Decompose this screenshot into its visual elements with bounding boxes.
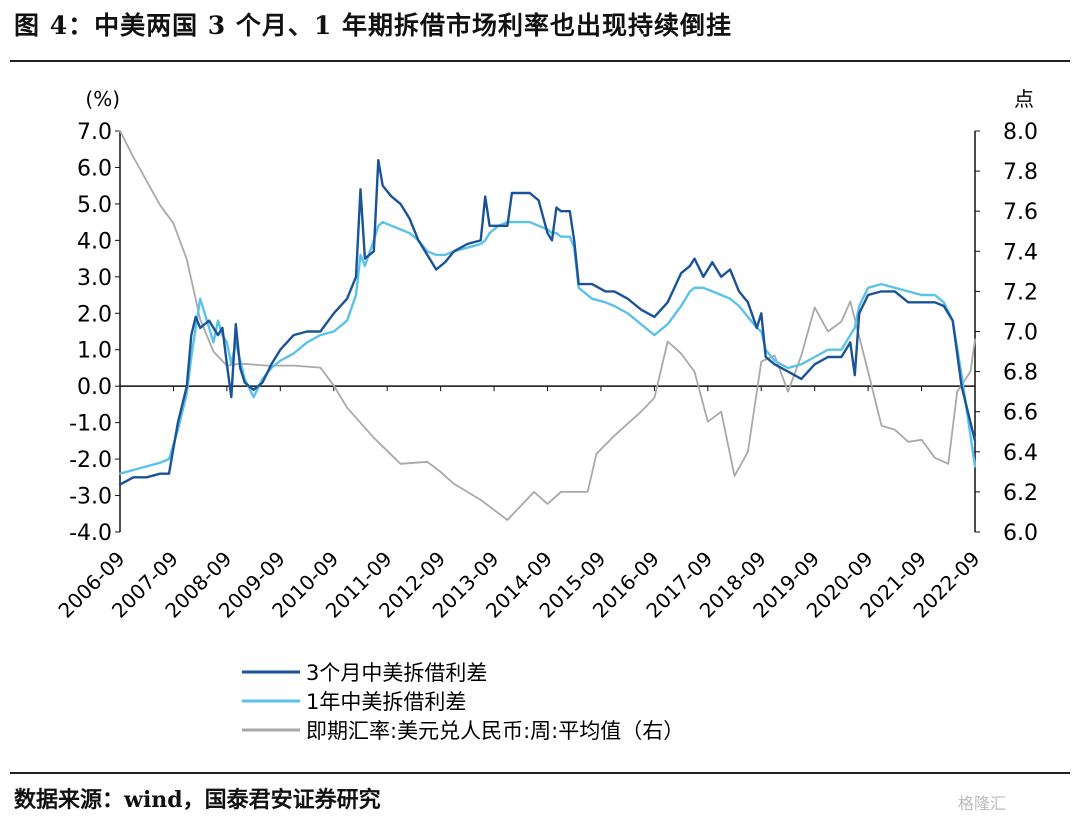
right-axis-tick-label: 8.0: [1003, 120, 1038, 145]
left-axis-tick-label: 1.0: [77, 339, 112, 364]
chart-svg: (%) 点 -4.0 -3.0 -2.0 -1.0 0.0 1.0 2.0 3.0 4.0 5.0…: [53, 87, 1038, 743]
figure-title: 图 4：中美两国 3 个月、1 年期拆借市场利率也出现持续倒挂: [14, 11, 733, 40]
series-line-usdcny-fx: [119, 130, 976, 521]
left-axis-tick-label: 3.0: [77, 266, 112, 291]
title-rule: [10, 60, 1070, 62]
left-axis-tick-label: -3.0: [69, 485, 112, 510]
source-note: 数据来源：wind，国泰君安证券研究: [14, 787, 381, 813]
legend-label-usdcny-fx: 即期汇率:美元兑人民币:周:平均值（右）: [306, 719, 684, 743]
left-axis-tick-label: 0.0: [77, 375, 112, 400]
right-axis-tick-label: 7.4: [1003, 240, 1038, 265]
right-axis-tick-label: 7.2: [1003, 280, 1038, 305]
legend-label-3m-spread: 3个月中美拆借利差: [306, 661, 487, 685]
right-axis-tick-label: 6.8: [1003, 361, 1038, 386]
series-line-3m-spread: [118, 159, 977, 486]
right-axis-tick-label: 6.4: [1003, 441, 1038, 466]
right-axis-tick-label: 6.2: [1003, 481, 1038, 506]
legend-label-1y-spread: 1年中美拆借利差: [306, 690, 466, 714]
chart-axes: -4.0 -3.0 -2.0 -1.0 0.0 1.0 2.0 3.0 4.0 5.0 6.0 7.0…: [53, 120, 1038, 623]
right-axis-unit-label: 点: [1014, 87, 1034, 111]
left-axis-unit-label: (%): [85, 87, 120, 111]
watermark-logo: 格隆汇: [958, 794, 1007, 813]
left-axis-tick-label: 5.0: [77, 193, 112, 218]
left-axis-tick-label: -4.0: [69, 521, 112, 546]
right-axis-tick-label: 7.0: [1003, 321, 1038, 346]
right-axis-tick-label: 6.0: [1003, 521, 1038, 546]
right-axis-tick-label: 7.8: [1003, 160, 1038, 185]
source-rule: [10, 772, 1070, 774]
left-axis-tick-label: -2.0: [69, 448, 112, 473]
chart-series-layer: [118, 130, 977, 521]
left-axis-tick-label: 7.0: [77, 120, 112, 145]
left-axis-tick-label: 4.0: [77, 229, 112, 254]
left-axis-tick-label: 2.0: [77, 302, 112, 327]
left-axis-tick-label: -1.0: [69, 412, 112, 437]
left-axis-tick-label: 6.0: [77, 156, 112, 181]
right-axis-tick-label: 7.6: [1003, 200, 1038, 225]
right-axis-tick-label: 6.6: [1003, 401, 1038, 426]
